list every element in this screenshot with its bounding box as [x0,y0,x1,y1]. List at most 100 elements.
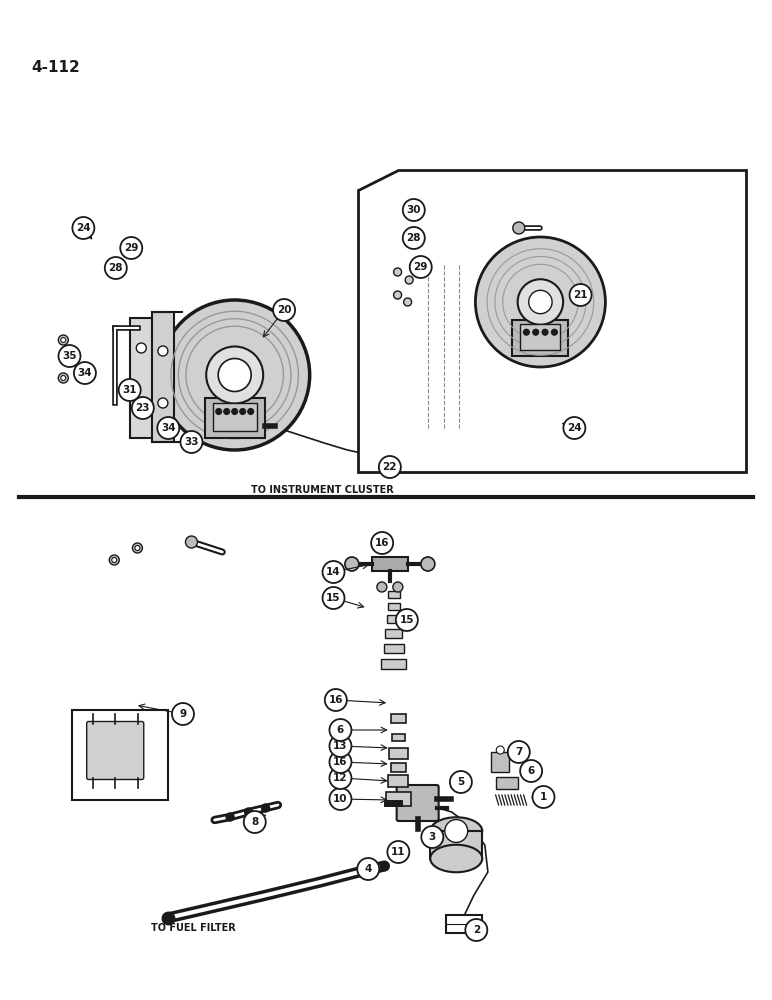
FancyBboxPatch shape [86,722,144,780]
Circle shape [185,536,198,548]
Text: 1: 1 [540,792,547,802]
Circle shape [160,300,310,450]
Circle shape [74,362,96,384]
Text: 21: 21 [574,290,587,300]
Text: 11: 11 [391,847,405,857]
Circle shape [120,237,142,259]
Text: 29: 29 [414,262,428,272]
Text: 24: 24 [567,423,581,433]
Circle shape [224,408,230,414]
Circle shape [345,557,359,571]
Text: 28: 28 [407,233,421,243]
Text: FUEL LINE: FUEL LINE [114,758,170,768]
Bar [496,777,517,789]
Circle shape [403,199,425,221]
Circle shape [476,237,605,367]
Circle shape [59,345,80,367]
Circle shape [69,355,78,365]
Bar [385,457,397,473]
Circle shape [513,222,525,234]
Circle shape [137,403,146,413]
Bar [388,602,400,609]
Circle shape [137,343,146,353]
Circle shape [248,408,254,414]
Circle shape [61,338,66,342]
Circle shape [379,456,401,478]
Circle shape [206,347,263,403]
Circle shape [533,329,539,335]
Bar [72,710,168,800]
Bar [389,748,408,758]
Bar [205,397,265,438]
Circle shape [518,279,563,325]
Circle shape [239,408,245,414]
Circle shape [330,751,351,773]
Text: 20: 20 [277,305,291,315]
Circle shape [520,760,542,782]
Text: TO INSTRUMENT CLUSTER: TO INSTRUMENT CLUSTER [251,485,394,495]
Text: 6: 6 [527,766,535,776]
Text: 2: 2 [472,925,480,935]
Circle shape [59,335,68,345]
Circle shape [533,786,554,808]
Text: 14: 14 [327,567,340,577]
Bar [392,734,405,740]
Text: 9: 9 [179,709,187,719]
Circle shape [119,379,141,401]
Circle shape [377,582,387,592]
Text: TO FUEL FILTER: TO FUEL FILTER [151,923,235,933]
Text: 24: 24 [76,223,90,233]
Circle shape [132,397,154,419]
Circle shape [330,788,351,810]
Bar [388,590,400,597]
Polygon shape [358,170,746,472]
Circle shape [273,299,295,321]
Circle shape [71,358,76,362]
Circle shape [357,858,379,880]
Circle shape [403,227,425,249]
Circle shape [542,329,548,335]
Circle shape [421,557,435,571]
Circle shape [466,919,487,941]
Circle shape [551,329,557,335]
Circle shape [262,804,269,812]
Circle shape [508,741,530,763]
Text: 22: 22 [383,462,397,472]
Bar [385,629,402,638]
Text: 35: 35 [63,351,76,361]
Text: 8: 8 [251,817,259,827]
Bar [372,557,408,571]
Bar [388,775,408,787]
Bar [130,318,153,438]
Circle shape [394,291,401,299]
Text: 4-112: 4-112 [31,60,80,75]
Circle shape [133,543,142,553]
Text: 5: 5 [457,777,465,787]
Circle shape [394,268,401,276]
Circle shape [232,408,238,414]
Circle shape [158,346,168,356]
Circle shape [215,408,222,414]
Circle shape [450,771,472,793]
Ellipse shape [430,845,482,872]
Circle shape [181,431,202,453]
Circle shape [157,417,179,439]
Circle shape [371,532,393,554]
Circle shape [105,257,127,279]
Circle shape [59,373,68,383]
Text: 4: 4 [364,864,372,874]
Text: 30: 30 [407,205,421,215]
Text: 34: 34 [161,423,175,433]
Text: 6: 6 [337,725,344,735]
Bar [520,324,560,350]
Circle shape [323,561,344,583]
Text: 7: 7 [515,747,523,757]
Circle shape [325,689,347,711]
Text: 15: 15 [327,593,340,603]
Circle shape [158,398,168,408]
Circle shape [226,813,234,821]
Bar [387,615,401,623]
Text: 13: 13 [334,741,347,751]
Circle shape [404,298,411,306]
Bar [213,402,256,430]
